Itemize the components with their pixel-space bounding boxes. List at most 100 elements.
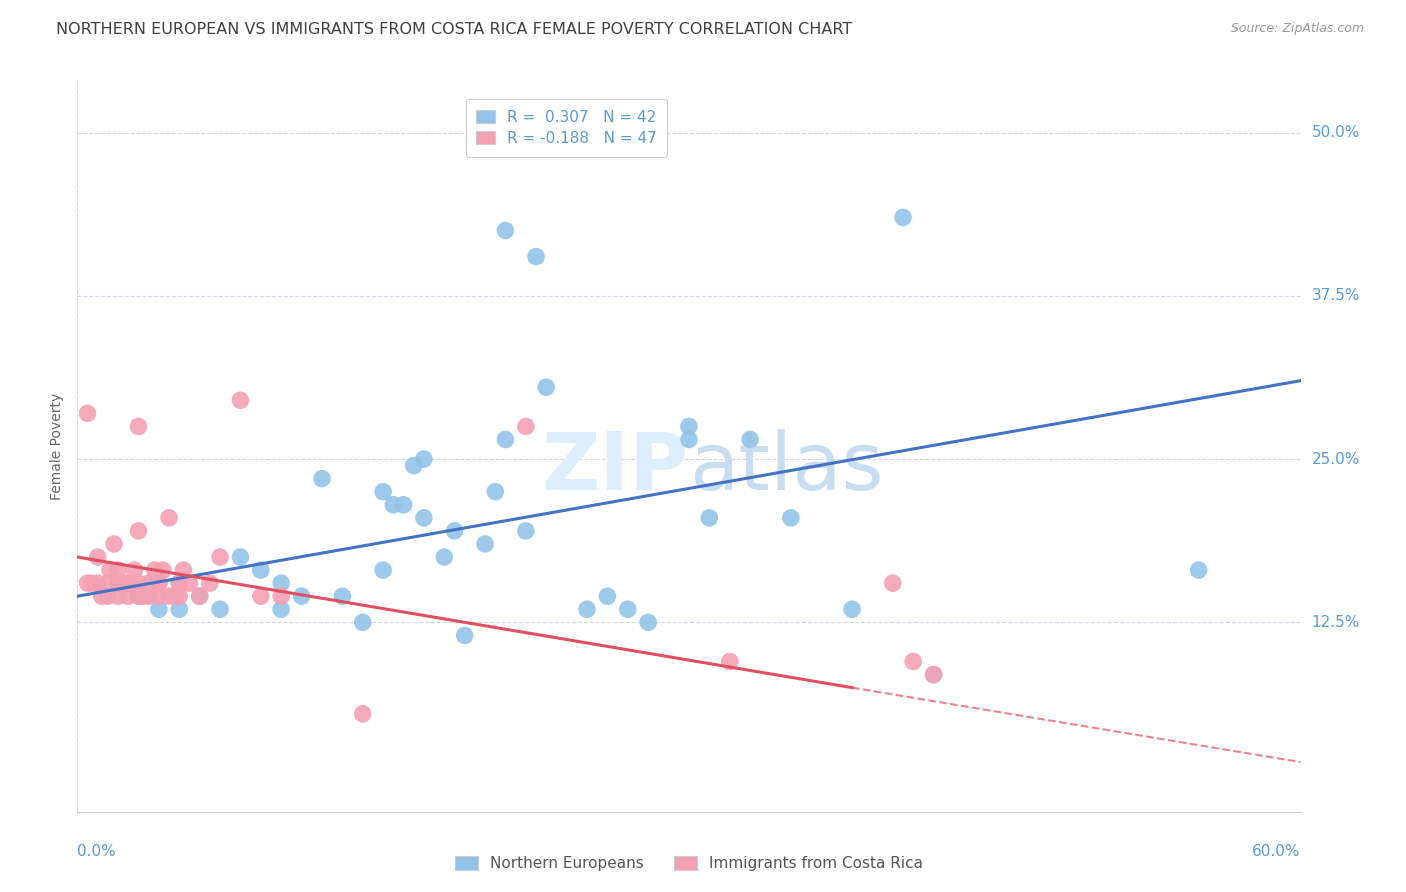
Point xyxy=(413,452,436,467)
Point xyxy=(474,537,496,551)
Point xyxy=(208,602,231,616)
Point xyxy=(97,576,120,591)
Point xyxy=(229,549,252,564)
Text: 25.0%: 25.0% xyxy=(1312,451,1360,467)
Point xyxy=(152,563,174,577)
Point xyxy=(903,655,925,669)
Point xyxy=(352,706,374,721)
Text: 12.5%: 12.5% xyxy=(1312,615,1360,630)
Point xyxy=(76,406,98,420)
Point xyxy=(87,549,110,564)
Point xyxy=(891,211,914,225)
Point xyxy=(495,223,517,237)
Point xyxy=(352,615,374,630)
Point xyxy=(127,589,149,603)
Point xyxy=(165,589,187,603)
Point xyxy=(138,576,160,591)
Point xyxy=(699,511,721,525)
Point xyxy=(148,576,170,591)
Point xyxy=(371,484,394,499)
Point xyxy=(111,576,134,591)
Point xyxy=(515,419,537,434)
Point xyxy=(107,576,129,591)
Point xyxy=(127,582,149,597)
Point xyxy=(433,549,456,564)
Point xyxy=(290,589,312,603)
Point xyxy=(270,589,292,603)
Point xyxy=(169,576,191,591)
Point xyxy=(637,615,659,630)
Point xyxy=(198,576,221,591)
Point xyxy=(922,667,945,681)
Point xyxy=(270,576,292,591)
Text: 50.0%: 50.0% xyxy=(1312,125,1360,140)
Point xyxy=(779,511,801,525)
Point xyxy=(208,549,231,564)
Point xyxy=(169,602,191,616)
Point xyxy=(678,419,700,434)
Point xyxy=(157,511,180,525)
Point xyxy=(117,576,139,591)
Point xyxy=(107,589,129,603)
Point xyxy=(576,602,599,616)
Point xyxy=(250,589,273,603)
Point xyxy=(484,484,506,499)
Point xyxy=(311,472,333,486)
Text: Source: ZipAtlas.com: Source: ZipAtlas.com xyxy=(1230,22,1364,36)
Point xyxy=(127,419,149,434)
Point xyxy=(718,655,741,669)
Y-axis label: Female Poverty: Female Poverty xyxy=(51,392,65,500)
Point xyxy=(740,433,762,447)
Text: ZIP: ZIP xyxy=(541,429,689,507)
Point xyxy=(80,576,103,591)
Point xyxy=(617,602,640,616)
Point xyxy=(127,524,149,538)
Legend: Northern Europeans, Immigrants from Costa Rica: Northern Europeans, Immigrants from Cost… xyxy=(449,850,929,877)
Point xyxy=(841,602,863,616)
Point xyxy=(250,563,273,577)
Text: 0.0%: 0.0% xyxy=(77,845,117,859)
Text: 60.0%: 60.0% xyxy=(1253,845,1301,859)
Point xyxy=(1187,563,1209,577)
Point xyxy=(402,458,425,473)
Point xyxy=(169,589,191,603)
Point xyxy=(188,589,211,603)
Point xyxy=(882,576,904,591)
Point xyxy=(371,563,394,577)
Point xyxy=(148,589,170,603)
Point xyxy=(453,628,475,642)
Point xyxy=(97,589,120,603)
Point xyxy=(495,433,517,447)
Point xyxy=(138,589,160,603)
Point xyxy=(534,380,557,394)
Point xyxy=(515,524,537,538)
Point xyxy=(413,511,436,525)
Point xyxy=(157,589,180,603)
Point xyxy=(678,433,700,447)
Point xyxy=(87,576,110,591)
Point xyxy=(148,602,170,616)
Point xyxy=(124,563,146,577)
Point xyxy=(179,576,201,591)
Point xyxy=(143,563,166,577)
Point xyxy=(188,589,211,603)
Point xyxy=(382,498,405,512)
Text: NORTHERN EUROPEAN VS IMMIGRANTS FROM COSTA RICA FEMALE POVERTY CORRELATION CHART: NORTHERN EUROPEAN VS IMMIGRANTS FROM COS… xyxy=(56,22,852,37)
Point xyxy=(443,524,465,538)
Point xyxy=(127,576,149,591)
Point xyxy=(90,589,112,603)
Point xyxy=(270,602,292,616)
Point xyxy=(169,576,191,591)
Point xyxy=(172,563,194,577)
Point xyxy=(332,589,354,603)
Point xyxy=(392,498,415,512)
Point xyxy=(596,589,619,603)
Text: atlas: atlas xyxy=(689,429,883,507)
Point xyxy=(131,589,153,603)
Point xyxy=(922,667,945,681)
Point xyxy=(98,563,121,577)
Point xyxy=(76,576,98,591)
Point xyxy=(107,563,129,577)
Point xyxy=(107,576,129,591)
Point xyxy=(103,537,125,551)
